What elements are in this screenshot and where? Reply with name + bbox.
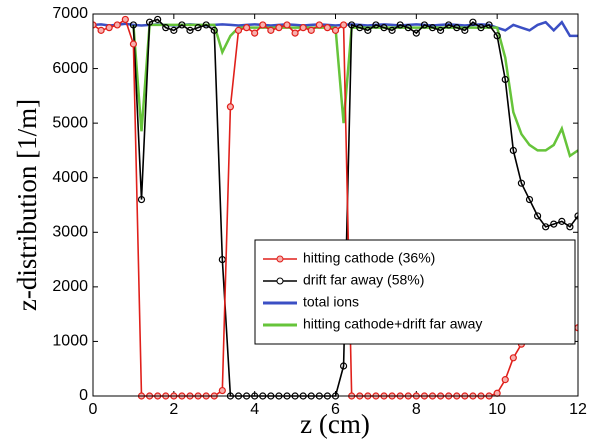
marker [267,26,275,34]
x-tick-label: 10 [488,401,506,418]
marker [356,24,364,32]
marker [533,212,542,220]
marker [97,26,105,34]
y-tick-label: 4000 [52,169,88,186]
marker [477,24,485,32]
marker [137,195,146,204]
marker [453,24,461,32]
x-tick-label: 6 [331,401,340,418]
marker [323,24,332,32]
x-tick-label: 2 [169,401,178,418]
marker [291,29,299,37]
marker [428,24,437,32]
marker [348,21,356,29]
marker [299,24,307,32]
x-tick-label: 12 [569,401,587,418]
marker [315,21,323,29]
marker [210,26,218,34]
marker [364,26,372,34]
legend-label: total ions [303,294,359,310]
legend-box [254,239,576,345]
marker [550,220,558,228]
series-line [132,18,578,397]
marker [275,24,283,32]
marker [129,21,138,29]
marker [436,26,445,34]
marker [485,21,493,29]
marker [105,24,113,32]
marker [372,21,380,29]
marker [420,21,429,29]
marker [186,26,194,34]
y-tick-label: 1000 [52,333,88,350]
marker [218,386,226,395]
marker [113,21,121,29]
marker [517,179,526,187]
marker [469,18,477,26]
marker [307,26,315,34]
marker [162,24,170,32]
marker [574,212,578,220]
y-tick-label: 3000 [52,224,88,241]
marker [461,26,469,34]
marker [283,21,291,29]
legend-marker [276,277,284,285]
marker [501,376,509,384]
marker [170,26,178,34]
marker [226,103,235,111]
marker [194,24,202,32]
marker [501,75,509,84]
marker [339,362,348,370]
marker [93,21,97,29]
marker [251,29,259,37]
marker [154,15,162,24]
marker [509,354,517,362]
marker [202,21,210,29]
marker [404,24,412,32]
y-tick-label: 6000 [52,60,88,77]
marker [178,21,186,29]
marker [388,26,396,34]
legend-label: drift far away (58%) [303,272,424,288]
marker [542,223,550,231]
legend-marker [276,255,284,263]
plot-frame [92,13,579,397]
marker [129,40,138,48]
marker [396,21,404,29]
marker [412,29,420,37]
y-tick-label: 7000 [52,5,88,22]
y-tick-label: 0 [79,387,88,404]
marker [445,21,453,29]
marker [331,26,340,34]
x-tick-label: 8 [412,401,421,418]
y-tick-label: 2000 [52,278,88,295]
legend-label: hitting cathode (36%) [303,250,435,266]
marker [493,389,501,397]
marker [121,15,129,24]
marker [566,223,574,231]
marker [525,195,534,204]
marker [509,146,517,155]
marker [145,18,154,26]
marker [493,32,501,40]
y-axis-label: z-distribution [1/m] [12,99,42,311]
marker [234,26,243,34]
x-axis-label: z (cm) [300,409,370,439]
y-tick-label: 5000 [52,114,88,131]
marker [558,217,566,225]
legend-label: hitting cathode+drift far away [303,316,482,332]
marker [380,24,388,32]
x-tick-label: 0 [89,401,98,418]
marker [339,21,348,29]
x-tick-label: 4 [250,401,259,418]
marker [242,24,251,32]
marker [259,21,267,29]
